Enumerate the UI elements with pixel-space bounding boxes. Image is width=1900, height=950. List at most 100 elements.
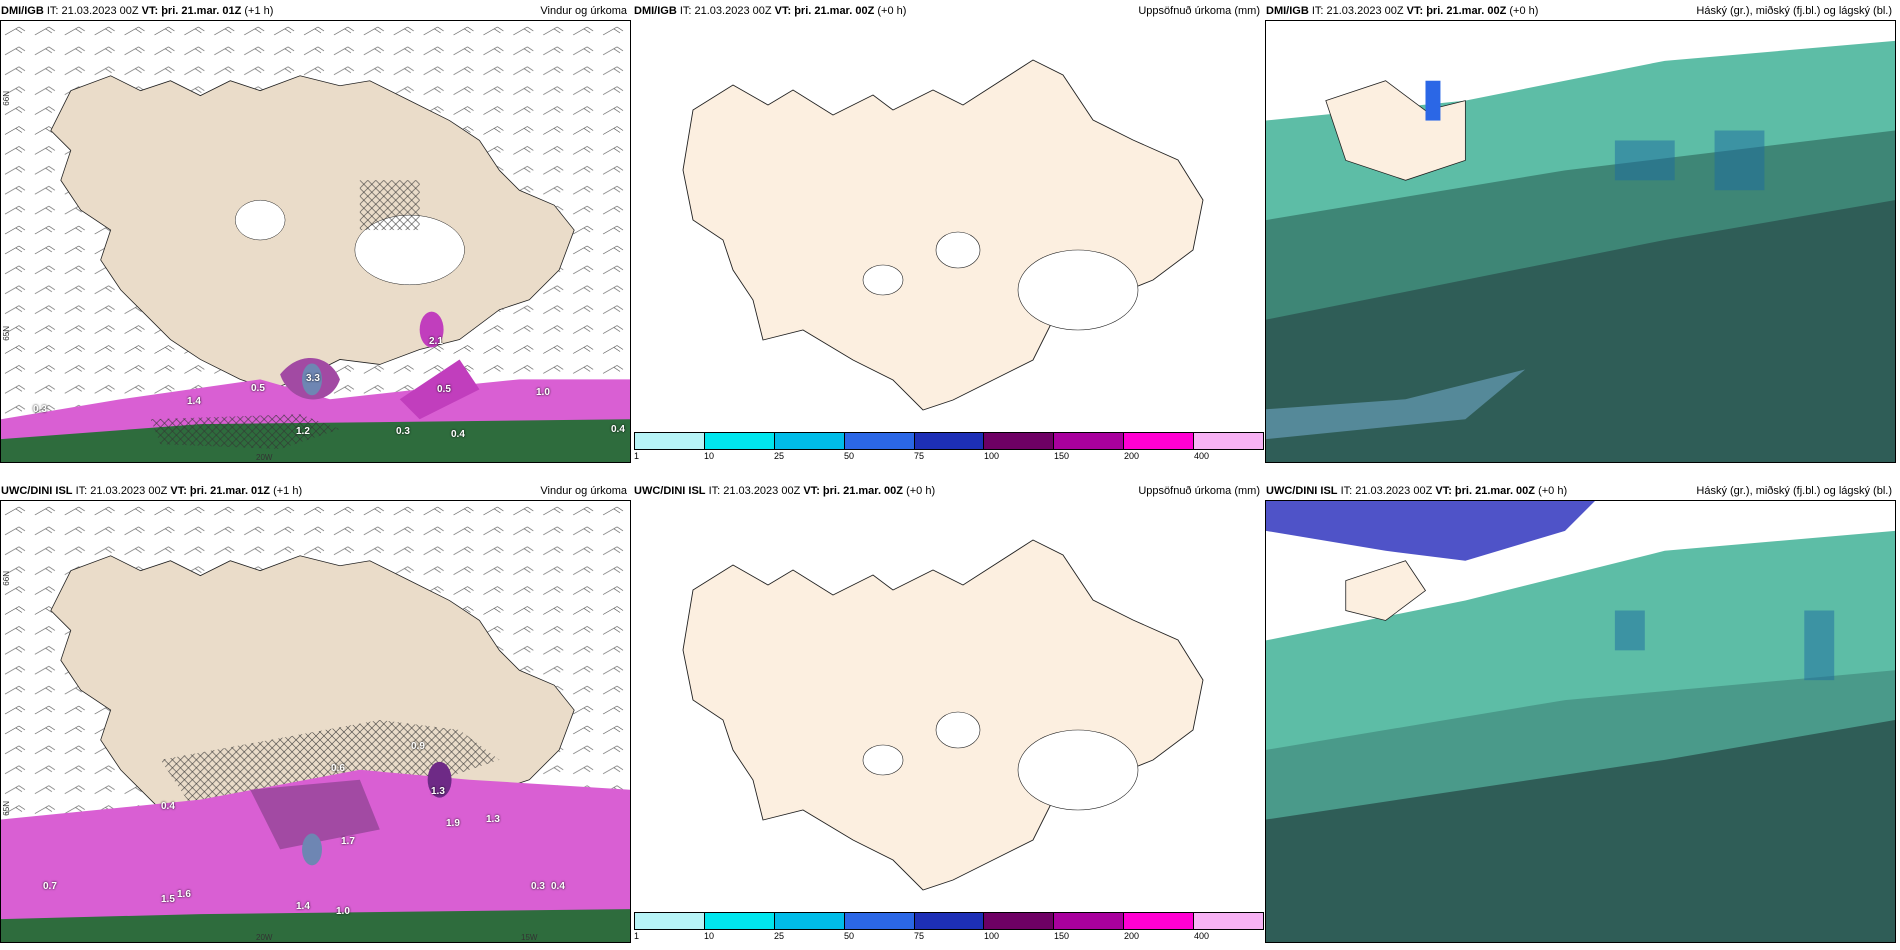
colorbar-ticks: 1 10 25 50 75 100 150 200 400 xyxy=(634,451,1264,463)
source-label: DMI/IGB xyxy=(1,5,44,17)
it-label: IT: 21.03.2023 00Z xyxy=(1340,485,1433,497)
precip-label: 1.4 xyxy=(296,901,310,912)
iceland-land xyxy=(50,75,575,390)
panel-cloud-uwc: UWC/DINI ISL IT: 21.03.2023 00Z VT: þri.… xyxy=(1265,480,1897,945)
source-label: DMI/IGB xyxy=(634,5,677,17)
tick-label: 100 xyxy=(984,931,1000,941)
precip-label: 1.3 xyxy=(431,786,445,797)
precip-label: 0.5 xyxy=(437,384,451,395)
lat-label: 66N xyxy=(2,91,11,106)
panel-wind-dmi: DMI/IGB IT: 21.03.2023 00Z VT: þri. 21.m… xyxy=(0,0,632,465)
it-label: IT: 21.03.2023 00Z xyxy=(679,5,772,17)
panel-cloud-dmi: DMI/IGB IT: 21.03.2023 00Z VT: þri. 21.m… xyxy=(1265,0,1897,465)
vt-label: VT: þri. 21.mar. 01Z xyxy=(141,5,242,17)
lead-label: (+0 h) xyxy=(1538,485,1568,497)
source-label: UWC/DINI ISL xyxy=(1,485,73,497)
precip-label: 2.1 xyxy=(429,336,443,347)
accum-precip-map[interactable]: 1 10 25 50 75 100 150 200 400 xyxy=(633,20,1264,463)
tick-label: 50 xyxy=(844,931,855,941)
wind-precip-map[interactable]: 66N 65N 20W 0.3 1.4 0.5 3.3 1.2 1.0 0.5 … xyxy=(0,20,631,463)
map-canvas xyxy=(1266,501,1895,942)
panel-accum-uwc: UWC/DINI ISL IT: 21.03.2023 00Z VT: þri.… xyxy=(633,480,1265,945)
iceland-land xyxy=(682,539,1204,891)
precip-label: 0.3 xyxy=(531,881,545,892)
tick-label: 400 xyxy=(1194,931,1210,941)
colorbar-ticks: 1 10 25 50 75 100 150 200 400 xyxy=(634,931,1264,943)
colorbar xyxy=(634,432,1264,450)
it-label: IT: 21.03.2023 00Z xyxy=(1311,5,1404,17)
cloud-cover-map[interactable] xyxy=(1265,500,1896,943)
lead-label: (+0 h) xyxy=(906,485,936,497)
precip-label: 0.9 xyxy=(411,741,425,752)
panel-accum-dmi: DMI/IGB IT: 21.03.2023 00Z VT: þri. 21.m… xyxy=(633,0,1265,465)
lon-label: 15W xyxy=(521,933,538,942)
panel-header: UWC/DINI ISL IT: 21.03.2023 00Z VT: þri.… xyxy=(1266,485,1892,501)
precip-label: 1.2 xyxy=(296,426,310,437)
precip-label: 0.4 xyxy=(611,424,625,435)
tick-label: 100 xyxy=(984,451,1000,461)
precip-label: 0.6 xyxy=(331,763,345,774)
vt-label: VT: þri. 21.mar. 00Z xyxy=(774,5,875,17)
lon-label: 20W xyxy=(256,933,273,942)
map-canvas xyxy=(682,539,1204,891)
it-label: IT: 21.03.2023 00Z xyxy=(46,5,139,17)
precip-label: 1.0 xyxy=(536,387,550,398)
lead-label: (+0 h) xyxy=(877,5,907,17)
lead-label: (+1 h) xyxy=(244,5,274,17)
precip-label: 1.4 xyxy=(187,396,201,407)
product-label: Vindur og úrkoma xyxy=(540,5,627,17)
vt-label: VT: þri. 21.mar. 00Z xyxy=(803,485,904,497)
source-label: UWC/DINI ISL xyxy=(1266,485,1338,497)
tick-label: 1 xyxy=(634,451,640,461)
precip-label: 1.9 xyxy=(446,818,460,829)
lon-label: 20W xyxy=(256,453,273,462)
precip-label: 1.0 xyxy=(336,906,350,917)
panel-header: UWC/DINI ISL IT: 21.03.2023 00Z VT: þri.… xyxy=(1,485,627,501)
iceland-land xyxy=(682,59,1204,411)
panel-header: DMI/IGB IT: 21.03.2023 00Z VT: þri. 21.m… xyxy=(634,5,1260,21)
panel-header: DMI/IGB IT: 21.03.2023 00Z VT: þri. 21.m… xyxy=(1266,5,1892,21)
precip-label: 0.7 xyxy=(43,881,57,892)
map-canvas xyxy=(1266,21,1895,462)
tick-label: 75 xyxy=(914,931,925,941)
tick-label: 25 xyxy=(774,931,785,941)
map-canvas xyxy=(682,59,1204,411)
lat-label: 65N xyxy=(2,326,11,341)
precip-label: 0.5 xyxy=(251,383,265,394)
map-canvas xyxy=(1,501,630,942)
product-label: Uppsöfnuð úrkoma (mm) xyxy=(1138,5,1260,17)
source-label: DMI/IGB xyxy=(1266,5,1309,17)
precip-label: 1.3 xyxy=(486,814,500,825)
precip-label: 0.3 xyxy=(33,404,47,415)
product-label: Vindur og úrkoma xyxy=(540,485,627,497)
tick-label: 1 xyxy=(634,931,640,941)
source-label: UWC/DINI ISL xyxy=(634,485,706,497)
tick-label: 25 xyxy=(774,451,785,461)
lat-label: 66N xyxy=(2,571,11,586)
precip-label: 1.5 xyxy=(161,894,175,905)
tick-label: 200 xyxy=(1124,451,1140,461)
tick-label: 150 xyxy=(1054,931,1070,941)
lead-label: (+1 h) xyxy=(273,485,303,497)
tick-label: 200 xyxy=(1124,931,1140,941)
it-label: IT: 21.03.2023 00Z xyxy=(708,485,801,497)
panel-wind-uwc: UWC/DINI ISL IT: 21.03.2023 00Z VT: þri.… xyxy=(0,480,632,945)
map-canvas xyxy=(1,21,630,462)
cloud-cover-map[interactable] xyxy=(1265,20,1896,463)
accum-precip-map[interactable]: 1 10 25 50 75 100 150 200 400 xyxy=(633,500,1264,943)
product-label: Háský (gr.), miðský (fj.bl.) og lágský (… xyxy=(1696,5,1892,17)
product-label: Uppsöfnuð úrkoma (mm) xyxy=(1138,485,1260,497)
it-label: IT: 21.03.2023 00Z xyxy=(75,485,168,497)
vt-label: VT: þri. 21.mar. 01Z xyxy=(170,485,271,497)
precip-label: 3.3 xyxy=(306,373,320,384)
tick-label: 75 xyxy=(914,451,925,461)
panel-header: UWC/DINI ISL IT: 21.03.2023 00Z VT: þri.… xyxy=(634,485,1260,501)
precip-label: 0.3 xyxy=(396,426,410,437)
panel-header: DMI/IGB IT: 21.03.2023 00Z VT: þri. 21.m… xyxy=(1,5,627,21)
product-label: Háský (gr.), miðský (fj.bl.) og lágský (… xyxy=(1696,485,1892,497)
vt-label: VT: þri. 21.mar. 00Z xyxy=(1406,5,1507,17)
wind-precip-map[interactable]: 66N 65N 20W 15W 0.7 1.5 1.6 0.4 1.7 1.9 … xyxy=(0,500,631,943)
precip-label: 1.7 xyxy=(341,836,355,847)
precip-label: 0.4 xyxy=(161,801,175,812)
precip-label: 1.6 xyxy=(177,889,191,900)
